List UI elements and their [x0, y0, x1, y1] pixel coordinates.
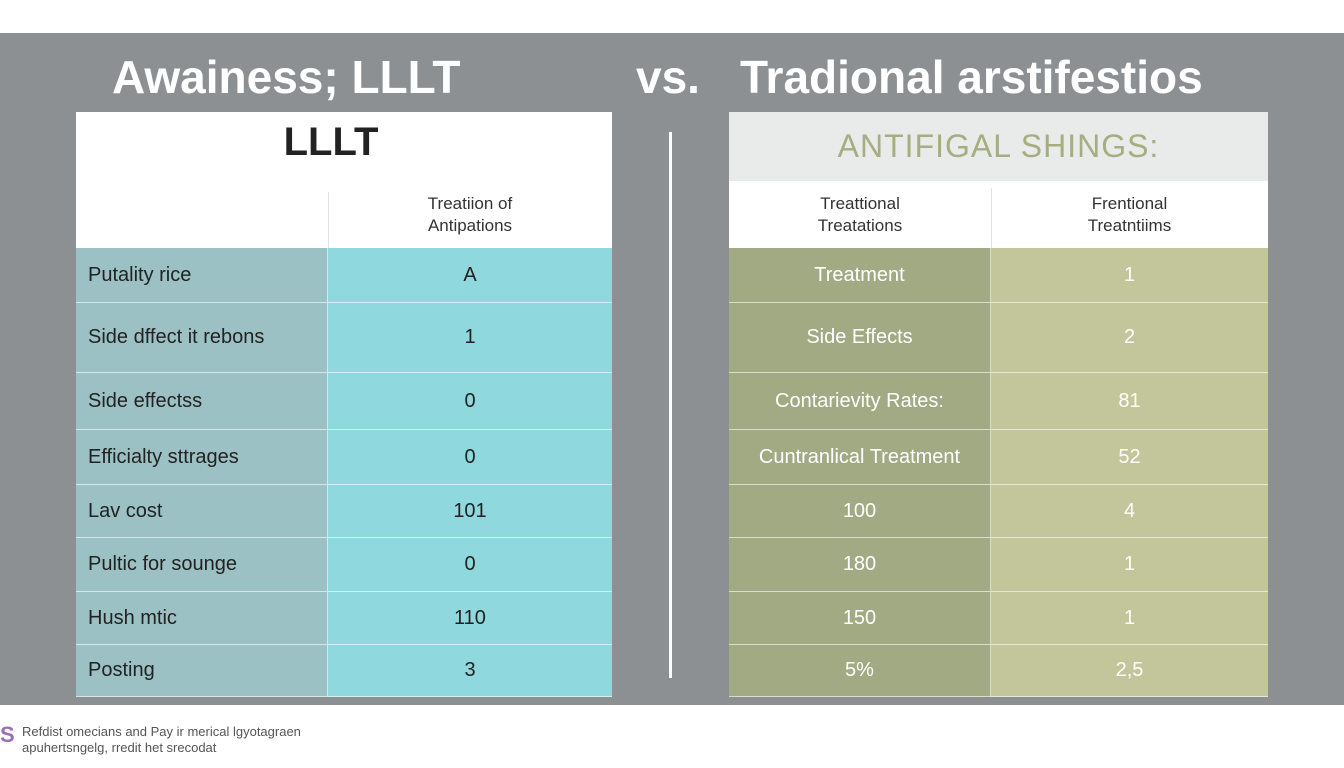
row-label: 5% — [729, 645, 991, 697]
row-value: 2 — [991, 303, 1268, 373]
title-left: Awainess; LLLT — [112, 51, 461, 103]
right-header: ANTIFIGAL SHINGS: Treattional Treatations… — [729, 112, 1268, 248]
header-line: Treattional — [820, 194, 900, 213]
left-header: LLLT Treatiion of Antipations — [76, 112, 612, 248]
divider — [669, 132, 672, 678]
row-value: 101 — [328, 485, 612, 538]
row-value: 0 — [328, 538, 612, 592]
row-label: Side Effects — [729, 303, 991, 373]
row-label: Cuntranlical Treatment — [729, 430, 991, 485]
row-label: Contarievity Rates: — [729, 373, 991, 430]
row-value: 1 — [328, 303, 612, 373]
row-value: 81 — [991, 373, 1268, 430]
row-label: 100 — [729, 485, 991, 538]
row-value: 1 — [991, 248, 1268, 303]
row-label: Efficialty sttrages — [76, 430, 328, 485]
row-label: Posting — [76, 645, 328, 697]
row-label: Side dffect it rebons — [76, 303, 328, 373]
row-value: 0 — [328, 373, 612, 430]
left-column-header: Treatiion of Antipations — [328, 188, 612, 242]
row-value: 3 — [328, 645, 612, 697]
header-line: Treatntiims — [1087, 216, 1172, 235]
row-value: 2,5 — [991, 645, 1268, 697]
row-label: 150 — [729, 592, 991, 645]
row-value: 4 — [991, 485, 1268, 538]
header-line: apuhertsngelg, rredit het srecodat — [22, 740, 217, 755]
right-table-title: ANTIFIGAL SHINGS: — [729, 112, 1268, 181]
row-value: A — [328, 248, 612, 303]
title-vs: vs. — [636, 51, 700, 103]
row-label: 180 — [729, 538, 991, 592]
header-line: Refdist omecians and Pay ir merical lgyo… — [22, 724, 301, 739]
footer-logo: S — [0, 722, 15, 747]
column-divider — [328, 192, 329, 248]
row-label: Lav cost — [76, 485, 328, 538]
title-right: Tradional arstifestios — [740, 51, 1203, 103]
row-value: 0 — [328, 430, 612, 485]
row-value: 52 — [991, 430, 1268, 485]
row-label: Putality rice — [76, 248, 328, 303]
header-line: Treatiion of — [427, 194, 513, 213]
left-table-title: LLLT — [283, 120, 379, 164]
row-label: Pultic for sounge — [76, 538, 328, 592]
header-line: Treatations — [817, 216, 903, 235]
right-column-header: Treattional Treatations — [729, 188, 991, 242]
row-label: Hush mtic — [76, 592, 328, 645]
row-value: 1 — [991, 592, 1268, 645]
row-label: Treatment — [729, 248, 991, 303]
header-line: Frentional — [1091, 194, 1168, 213]
footer-text: Refdist omecians and Pay ir merical lgyo… — [22, 724, 301, 756]
row-label: Side effectss — [76, 373, 328, 430]
row-value: 1 — [991, 538, 1268, 592]
column-divider — [991, 188, 992, 248]
right-column-header: Frentional Treatntiims — [991, 188, 1268, 242]
row-value: 110 — [328, 592, 612, 645]
header-line: Antipations — [427, 216, 513, 235]
